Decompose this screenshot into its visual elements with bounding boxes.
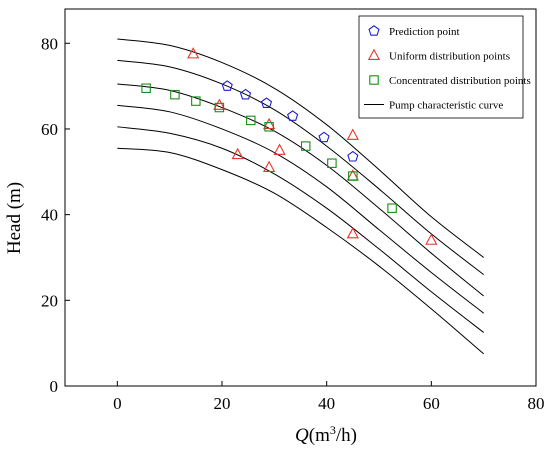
square-point-10 — [387, 203, 397, 213]
x-axis-title-main: Q — [295, 425, 309, 446]
y-tick-label-0: 0 — [50, 377, 59, 396]
pentagon-point-3 — [260, 97, 273, 109]
legend-label-2: Uniform distribution points — [389, 51, 510, 63]
triangle-point-7 — [262, 160, 276, 172]
pump-curve-6 — [117, 147, 484, 355]
triangle-point-5 — [231, 147, 244, 160]
x-tick-label-20: 20 — [214, 394, 231, 413]
x-axis-title-unit-open: (m — [309, 425, 330, 446]
legend-marker-pentagon — [368, 25, 380, 36]
legend-marker-square — [369, 75, 379, 85]
square-point-6 — [264, 122, 274, 132]
x-tick-label-0: 0 — [113, 394, 122, 413]
pump-curve-3 — [117, 83, 484, 297]
square-point-5 — [246, 115, 256, 126]
pentagon-point-5 — [318, 131, 330, 143]
x-tick-label-80: 80 — [528, 394, 545, 413]
triangle-point-9 — [346, 227, 359, 239]
square-point-7 — [300, 141, 311, 151]
pump-curve-2 — [117, 59, 484, 276]
legend-label-3: Concentrated distribution points — [389, 75, 531, 87]
pentagon-point-4 — [287, 110, 299, 121]
y-axis-title: Head (m) — [4, 182, 25, 254]
axes: 0 20 40 60 80 0 20 40 60 80 — [41, 8, 545, 413]
x-axis-title: Q(m3/h) — [295, 423, 357, 446]
legend: Prediction point Uniform distribution poi… — [358, 15, 531, 119]
pentagon-point-1 — [221, 80, 233, 91]
plot-frame — [64, 8, 537, 387]
y-tick-label-20: 20 — [41, 291, 58, 310]
pump-curve-4 — [117, 104, 484, 314]
pentagon-point-2 — [239, 88, 252, 100]
legend-label-1: Prediction point — [389, 26, 460, 38]
triangle-point-3 — [262, 117, 276, 130]
square-point-2 — [170, 89, 180, 100]
square-point-1 — [141, 83, 151, 94]
triangle-point-6 — [273, 143, 286, 155]
x-tick-label-40: 40 — [318, 394, 335, 413]
pentagon-point-6 — [347, 150, 359, 162]
y-tick-label-40: 40 — [41, 206, 58, 225]
square-point-9 — [348, 171, 358, 181]
legend-marker-triangle — [367, 48, 381, 60]
y-tick-label-80: 80 — [41, 34, 58, 53]
legend-label-4: Pump characteristic curve — [389, 100, 503, 112]
triangle-point-1 — [187, 47, 200, 59]
pump-curve-5 — [117, 126, 484, 333]
square-point-3 — [191, 96, 201, 106]
square-point-4 — [214, 102, 225, 113]
x-tick-label-60: 60 — [423, 394, 440, 413]
triangle-point-4 — [346, 128, 359, 140]
triangle-point-2 — [213, 98, 226, 110]
triangle-point-10 — [425, 233, 438, 245]
x-axis-title-unit-close: /h) — [336, 425, 357, 446]
x-axis-title-sup: 3 — [330, 423, 336, 437]
square-point-8 — [327, 158, 337, 168]
y-tick-label-60: 60 — [41, 120, 58, 139]
legend-box — [358, 15, 524, 119]
plot-layer — [117, 38, 484, 355]
pump-curve-1 — [117, 38, 484, 258]
